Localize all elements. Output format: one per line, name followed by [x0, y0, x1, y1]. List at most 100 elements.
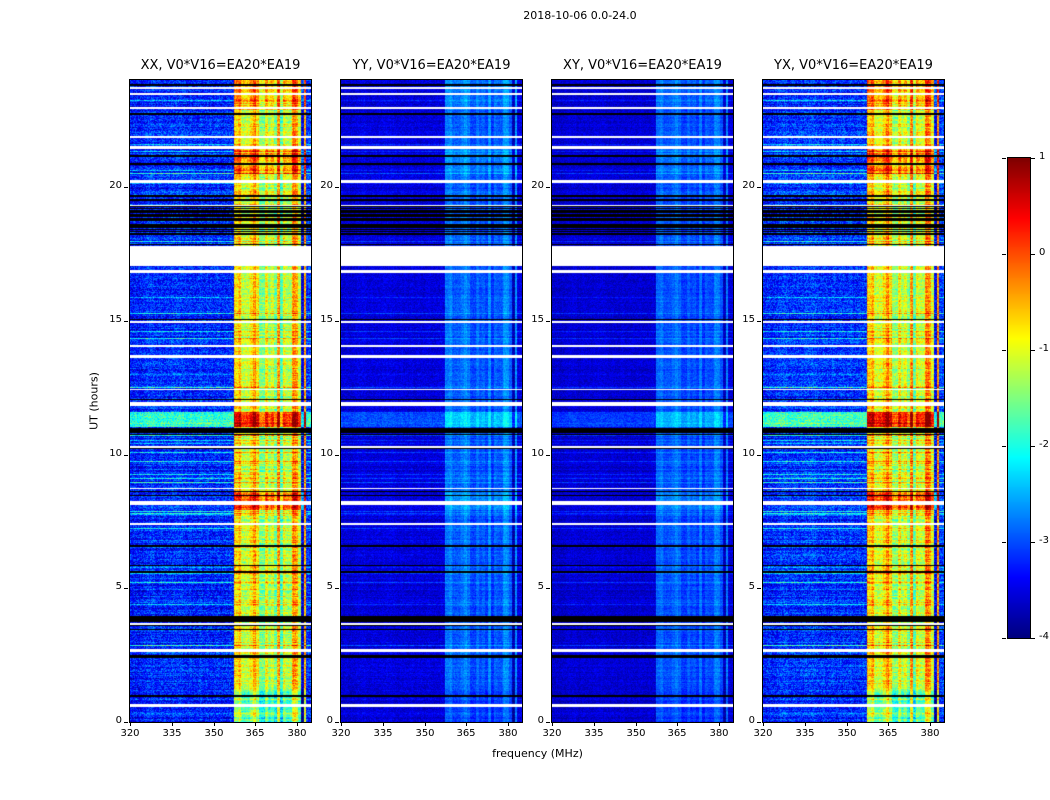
y-tick-label: 15 [320, 314, 333, 325]
spectrogram-panel-YX [762, 79, 945, 723]
x-tick [130, 722, 131, 726]
colorbar-tick [1031, 350, 1035, 351]
colorbar-tick-label: -4 [1039, 631, 1049, 642]
spectrogram-canvas-XY [552, 80, 733, 722]
x-tick-label: 320 [120, 728, 140, 739]
x-tick-label: 335 [162, 728, 182, 739]
y-tick [546, 455, 550, 456]
y-tick [124, 455, 128, 456]
y-tick [757, 321, 761, 322]
colorbar-canvas [1008, 158, 1030, 638]
panel-title-YX: YX, V0*V16=EA20*EA19 [774, 58, 933, 73]
colorbar-tick-label: -2 [1039, 439, 1049, 450]
x-tick-label: 365 [456, 728, 476, 739]
colorbar-tick-label: -1 [1039, 343, 1049, 354]
y-tick [335, 588, 339, 589]
y-tick-label: 5 [537, 581, 544, 592]
spectrogram-canvas-YX [763, 80, 944, 722]
y-tick [335, 455, 339, 456]
x-tick-label: 380 [498, 728, 518, 739]
x-tick-label: 365 [878, 728, 898, 739]
y-tick [124, 588, 128, 589]
spectrogram-canvas-XX [130, 80, 311, 722]
colorbar-tick [1031, 542, 1035, 543]
x-tick-label: 365 [245, 728, 265, 739]
x-tick [719, 722, 720, 726]
colorbar-tick-label: -3 [1039, 535, 1049, 546]
colorbar-tick [1002, 350, 1006, 351]
x-tick-label: 350 [837, 728, 857, 739]
y-tick-label: 0 [537, 715, 544, 726]
spectrogram-panel-YY [340, 79, 523, 723]
x-tick-label: 335 [373, 728, 393, 739]
x-tick-label: 320 [542, 728, 562, 739]
x-axis-label: frequency (MHz) [492, 747, 583, 760]
y-tick-label: 10 [109, 448, 122, 459]
y-tick-label: 0 [115, 715, 122, 726]
x-tick-label: 320 [753, 728, 773, 739]
y-tick [124, 187, 128, 188]
y-tick-label: 10 [742, 448, 755, 459]
spectrogram-canvas-YY [341, 80, 522, 722]
colorbar-tick [1031, 638, 1035, 639]
x-tick [466, 722, 467, 726]
spectrogram-panel-XX [129, 79, 312, 723]
y-tick-label: 20 [742, 180, 755, 191]
y-tick-label: 5 [326, 581, 333, 592]
y-tick [124, 722, 128, 723]
x-tick-label: 335 [795, 728, 815, 739]
y-tick [757, 455, 761, 456]
y-tick-label: 20 [109, 180, 122, 191]
x-tick [425, 722, 426, 726]
x-tick [677, 722, 678, 726]
colorbar-tick [1002, 158, 1006, 159]
x-tick [297, 722, 298, 726]
y-tick-label: 0 [326, 715, 333, 726]
y-tick-label: 20 [531, 180, 544, 191]
spectrogram-panel-XY [551, 79, 734, 723]
x-tick-label: 350 [204, 728, 224, 739]
colorbar-tick-label: 0 [1039, 247, 1046, 258]
y-tick [757, 722, 761, 723]
x-tick [594, 722, 595, 726]
x-tick-label: 350 [626, 728, 646, 739]
panel-title-YY: YY, V0*V16=EA20*EA19 [352, 58, 511, 73]
x-tick [214, 722, 215, 726]
x-tick-label: 335 [584, 728, 604, 739]
figure-title: 2018-10-06 0.0-24.0 [523, 9, 637, 22]
y-tick-label: 20 [320, 180, 333, 191]
y-tick-label: 15 [109, 314, 122, 325]
x-tick [805, 722, 806, 726]
y-tick [546, 187, 550, 188]
colorbar-tick-label: 1 [1039, 151, 1046, 162]
x-tick [930, 722, 931, 726]
x-tick [847, 722, 848, 726]
y-tick-label: 15 [742, 314, 755, 325]
y-tick [546, 588, 550, 589]
y-tick [124, 321, 128, 322]
x-tick-label: 380 [920, 728, 940, 739]
y-tick-label: 10 [531, 448, 544, 459]
x-tick-label: 380 [709, 728, 729, 739]
panel-title-XY: XY, V0*V16=EA20*EA19 [563, 58, 722, 73]
colorbar-tick [1002, 446, 1006, 447]
colorbar-tick [1002, 542, 1006, 543]
x-tick [552, 722, 553, 726]
y-tick-label: 0 [748, 715, 755, 726]
y-tick-label: 15 [531, 314, 544, 325]
x-tick [636, 722, 637, 726]
x-tick [763, 722, 764, 726]
y-tick [546, 321, 550, 322]
x-tick [255, 722, 256, 726]
y-tick [757, 588, 761, 589]
y-tick [546, 722, 550, 723]
colorbar-tick [1002, 638, 1006, 639]
x-tick [383, 722, 384, 726]
x-tick [888, 722, 889, 726]
x-tick-label: 365 [667, 728, 687, 739]
y-tick-label: 5 [115, 581, 122, 592]
x-tick-label: 320 [331, 728, 351, 739]
y-tick-label: 5 [748, 581, 755, 592]
